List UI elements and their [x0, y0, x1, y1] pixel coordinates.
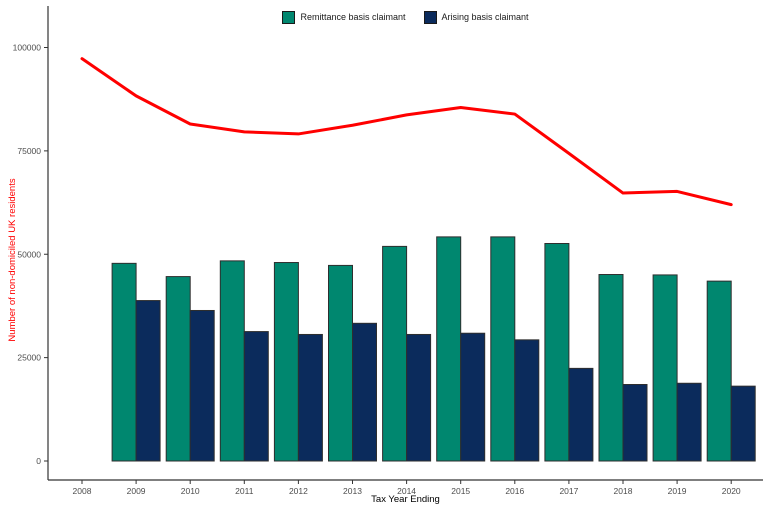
bar-arising-2009	[135, 300, 161, 462]
x-tick-label: 2012	[289, 486, 308, 496]
bar-arising-2020	[730, 385, 756, 462]
x-tick-label: 2018	[614, 486, 633, 496]
bar-arising-2010	[189, 309, 215, 462]
y-tick-label: 50000	[17, 249, 41, 259]
chart-legend: Remittance basis claimant Arising basis …	[48, 8, 763, 26]
y-tick-label: 25000	[17, 353, 41, 363]
bar-remittance-2019	[652, 274, 678, 462]
bar-remittance-2018	[598, 274, 624, 462]
x-tick-label: 2011	[235, 486, 254, 496]
x-tick-label: 2013	[343, 486, 362, 496]
bar-remittance-2012	[273, 262, 299, 462]
arising-swatch-icon	[423, 10, 437, 24]
bar-arising-2019	[676, 382, 702, 462]
legend-item-remittance: Remittance basis claimant	[282, 10, 406, 24]
bar-remittance-2014	[382, 245, 408, 462]
bar-remittance-2016	[490, 236, 516, 462]
x-tick-label: 2010	[181, 486, 200, 496]
y-tick-label: 100000	[13, 43, 42, 53]
bar-arising-2018	[622, 384, 648, 462]
x-tick-label: 2016	[505, 486, 524, 496]
bar-remittance-2010	[165, 276, 191, 462]
x-tick-label: 2009	[127, 486, 146, 496]
x-tick-label: 2019	[668, 486, 687, 496]
total-trend-line	[80, 57, 733, 207]
legend-item-arising: Arising basis claimant	[423, 10, 529, 24]
x-tick-label: 2017	[559, 486, 578, 496]
bar-remittance-2020	[706, 280, 732, 462]
y-tick-label: 0	[36, 456, 41, 466]
bar-remittance-2017	[544, 242, 570, 462]
x-tick-label: 2008	[73, 486, 92, 496]
x-tick-label: 2020	[722, 486, 741, 496]
bar-arising-2011	[243, 331, 269, 462]
bar-arising-2013	[352, 322, 377, 462]
legend-label-remittance: Remittance basis claimant	[300, 11, 406, 22]
legend-label-arising: Arising basis claimant	[441, 11, 529, 22]
bar-remittance-2015	[436, 236, 462, 462]
bar-arising-2015	[460, 332, 486, 462]
bar-remittance-2009	[111, 262, 137, 462]
y-tick-label: 75000	[17, 146, 41, 156]
x-axis-title: Tax Year Ending	[371, 494, 440, 505]
bar-arising-2012	[297, 333, 323, 462]
x-tick-label: 2015	[451, 486, 470, 496]
bar-remittance-2013	[328, 264, 353, 462]
bar-arising-2017	[568, 367, 594, 462]
bar-arising-2016	[514, 339, 540, 462]
remittance-swatch-icon	[282, 10, 296, 24]
x-tick-label: 2014	[397, 486, 416, 496]
bar-arising-2014	[406, 333, 432, 462]
bar-remittance-2011	[219, 260, 245, 462]
